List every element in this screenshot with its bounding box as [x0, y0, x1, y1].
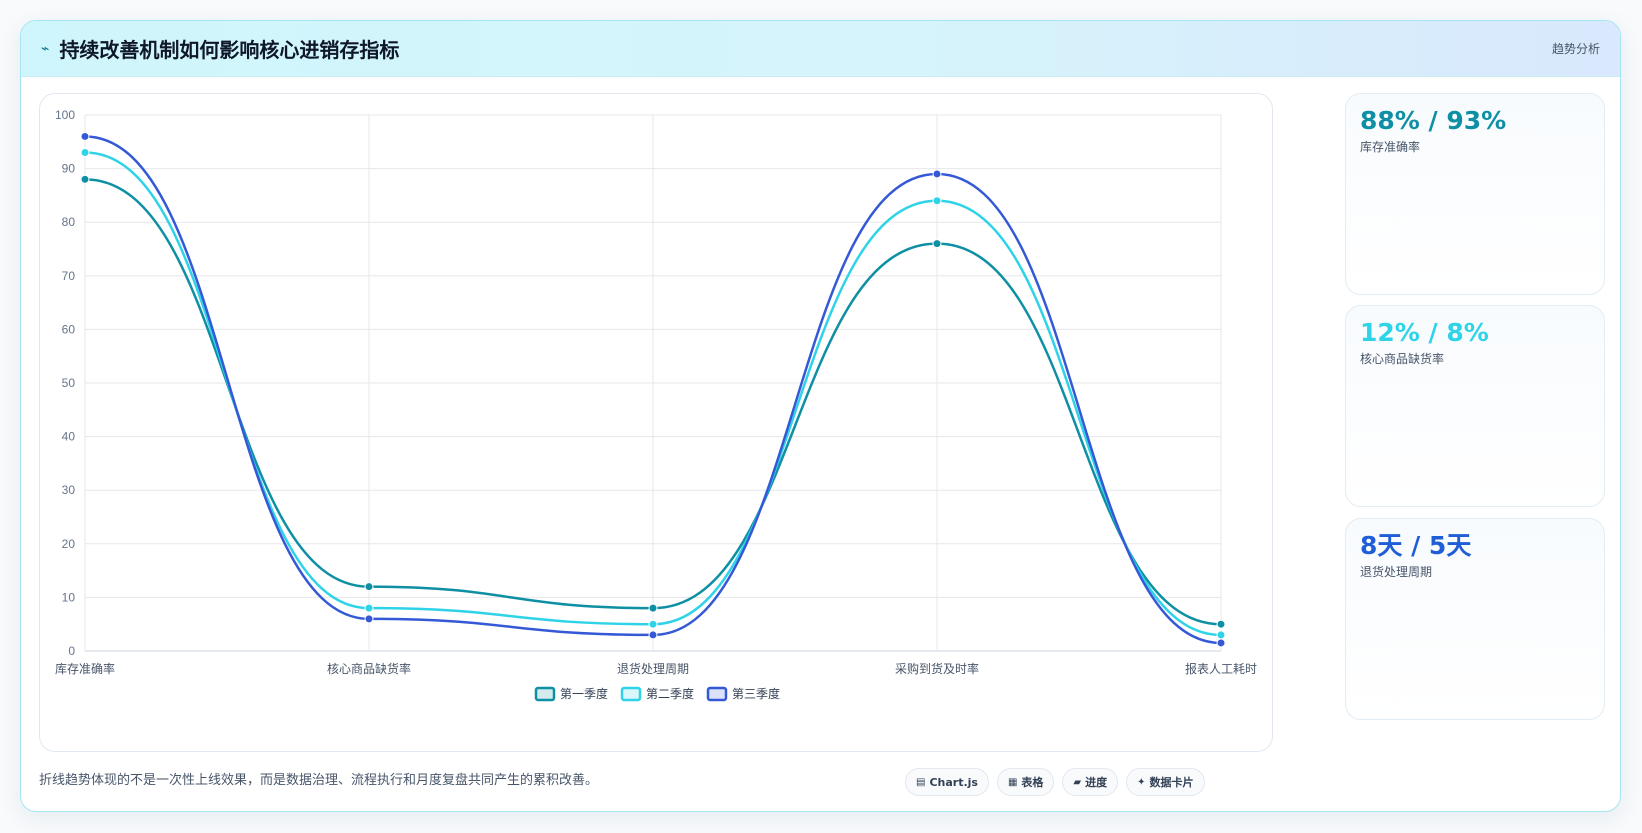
y-tick-label: 90 [62, 162, 76, 176]
data-point [932, 239, 942, 249]
y-tick-label: 60 [62, 322, 76, 336]
legend-label: 第二季度 [646, 686, 694, 701]
legend-swatch [706, 686, 728, 702]
analysis-tag: 趋势分析 [1551, 42, 1600, 56]
title-group: ⌁ 持续改善机制如何影响核心进销存指标 [41, 34, 399, 63]
stat-value: 12% / 8% [1360, 318, 1489, 347]
chart-icon: ▤ [916, 776, 926, 788]
data-point [80, 131, 90, 141]
dashboard-card: ⌁ 持续改善机制如何影响核心进销存指标 趋势分析 0 10 20 30 40 50 60 70… [20, 20, 1621, 812]
stat-label: 核心商品缺货率 [1360, 352, 1445, 366]
chip-label: 进度 [1085, 776, 1108, 789]
data-point [932, 196, 942, 206]
line-chart: 0 10 20 30 40 50 60 70 80 90 100 库存准确率 核心商品缺货率 退货处理周期… [55, 108, 1257, 702]
y-tick-label: 0 [68, 644, 75, 658]
progress-icon: ▰ [1073, 776, 1082, 788]
data-point [1216, 630, 1226, 640]
y-tick-label: 40 [62, 430, 76, 444]
y-tick-label: 50 [62, 376, 76, 390]
series-line [84, 135, 1222, 645]
data-point [364, 582, 374, 592]
y-tick-label: 70 [62, 269, 76, 283]
chip-progress[interactable]: ▰ 进度 [1062, 768, 1119, 796]
x-tick-label: 核心商品缺货率 [327, 661, 411, 676]
chip-data-cards[interactable]: ✦ 数据卡片 [1126, 768, 1205, 796]
x-tick-label: 采购到货及时率 [895, 661, 979, 676]
footer-note: 折线趋势体现的不是一次性上线效果，而是数据治理、流程执行和月度复盘共同产生的累积… [39, 773, 599, 788]
stat-label: 退货处理周期 [1360, 565, 1433, 579]
card-icon: ✦ [1137, 776, 1146, 788]
stat-card-inventory-accuracy: 88% / 93% 库存准确率 [1345, 93, 1605, 295]
data-point [1216, 638, 1226, 648]
card-header: ⌁ 持续改善机制如何影响核心进销存指标 趋势分析 [21, 21, 1620, 77]
data-point [932, 169, 942, 179]
y-tick-label: 30 [62, 483, 76, 497]
page-title: 持续改善机制如何影响核心进销存指标 [59, 38, 400, 62]
data-point [80, 174, 90, 184]
chip-chartjs[interactable]: ▤ Chart.js [905, 768, 989, 796]
chip-label: Chart.js [929, 775, 978, 789]
stat-value: 8天 / 5天 [1360, 531, 1472, 560]
chip-table[interactable]: ▦ 表格 [996, 768, 1055, 796]
data-point [648, 619, 658, 629]
chip-label: 数据卡片 [1149, 776, 1194, 789]
legend-label: 第一季度 [560, 686, 608, 701]
x-tick-label: 报表人工耗时 [1185, 661, 1257, 676]
y-tick-label: 100 [55, 108, 75, 122]
stat-card-return-cycle: 8天 / 5天 退货处理周期 [1345, 518, 1605, 720]
y-tick-label: 10 [62, 590, 76, 604]
data-point [364, 603, 374, 613]
data-point [648, 603, 658, 613]
data-point [648, 630, 658, 640]
y-tick-label: 80 [62, 215, 76, 229]
legend-swatch [620, 686, 642, 702]
stat-label: 库存准确率 [1360, 140, 1421, 154]
data-point [1216, 619, 1226, 629]
x-tick-label: 库存准确率 [55, 661, 115, 676]
legend-swatch [534, 686, 556, 702]
x-tick-label: 退货处理周期 [617, 661, 689, 676]
stat-card-stockout-rate: 12% / 8% 核心商品缺货率 [1345, 305, 1605, 507]
chip-label: 表格 [1021, 776, 1044, 789]
stat-value: 88% / 93% [1360, 106, 1507, 135]
data-point [80, 148, 90, 158]
data-point [364, 614, 374, 624]
chart-panel: 0 10 20 30 40 50 60 70 80 90 100 库存准确率 核心商品缺货率 退货处理周期… [39, 93, 1273, 752]
trend-icon: ⌁ [41, 40, 50, 57]
y-tick-label: 20 [62, 537, 76, 551]
series-line [84, 178, 1222, 626]
table-icon: ▦ [1007, 776, 1018, 788]
view-switcher: ▤ Chart.js ▦ 表格 ▰ 进度 ✦ 数据卡片 [905, 768, 1205, 796]
legend-label: 第三季度 [732, 686, 780, 701]
